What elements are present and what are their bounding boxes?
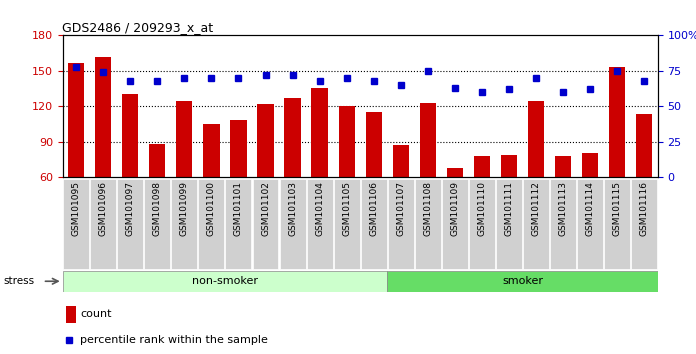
Text: GSM101103: GSM101103: [288, 181, 297, 236]
Bar: [420, 103, 436, 177]
Text: GSM101101: GSM101101: [234, 181, 243, 236]
Bar: [312, 88, 328, 177]
Bar: [365, 112, 382, 177]
Text: GSM101112: GSM101112: [532, 181, 541, 236]
Text: GSM101108: GSM101108: [423, 181, 432, 236]
Bar: [447, 167, 463, 177]
Text: count: count: [81, 309, 112, 319]
Text: GSM101098: GSM101098: [153, 181, 161, 236]
FancyBboxPatch shape: [253, 179, 278, 269]
Bar: [501, 155, 517, 177]
Bar: [528, 102, 544, 177]
Bar: [122, 95, 139, 177]
FancyBboxPatch shape: [198, 179, 224, 269]
FancyBboxPatch shape: [333, 179, 360, 269]
Text: GSM101104: GSM101104: [315, 181, 324, 236]
Bar: [149, 144, 166, 177]
FancyBboxPatch shape: [361, 179, 387, 269]
Bar: [65, 306, 77, 323]
FancyBboxPatch shape: [631, 179, 657, 269]
Bar: [176, 102, 193, 177]
Text: non-smoker: non-smoker: [192, 276, 258, 286]
Text: GDS2486 / 209293_x_at: GDS2486 / 209293_x_at: [62, 21, 213, 34]
Text: GSM101109: GSM101109: [450, 181, 459, 236]
Text: GSM101100: GSM101100: [207, 181, 216, 236]
FancyBboxPatch shape: [550, 179, 576, 269]
Text: percentile rank within the sample: percentile rank within the sample: [81, 335, 269, 345]
Bar: [230, 120, 246, 177]
Bar: [393, 145, 409, 177]
Text: GSM101111: GSM101111: [505, 181, 514, 236]
Bar: [95, 57, 111, 177]
Text: GSM101115: GSM101115: [612, 181, 622, 236]
Text: GSM101107: GSM101107: [396, 181, 405, 236]
Text: GSM101105: GSM101105: [342, 181, 351, 236]
FancyBboxPatch shape: [226, 179, 251, 269]
FancyBboxPatch shape: [144, 179, 171, 269]
Text: GSM101096: GSM101096: [99, 181, 108, 236]
FancyBboxPatch shape: [496, 179, 522, 269]
Bar: [68, 63, 84, 177]
FancyBboxPatch shape: [63, 179, 89, 269]
FancyBboxPatch shape: [171, 179, 198, 269]
Bar: [555, 156, 571, 177]
Text: GSM101113: GSM101113: [559, 181, 567, 236]
Text: smoker: smoker: [502, 276, 543, 286]
FancyBboxPatch shape: [415, 179, 441, 269]
Bar: [258, 104, 274, 177]
FancyBboxPatch shape: [388, 179, 413, 269]
FancyBboxPatch shape: [604, 179, 630, 269]
FancyBboxPatch shape: [577, 179, 603, 269]
FancyBboxPatch shape: [523, 179, 549, 269]
Bar: [203, 124, 219, 177]
FancyBboxPatch shape: [469, 179, 495, 269]
Text: GSM101110: GSM101110: [477, 181, 487, 236]
Bar: [609, 67, 625, 177]
Bar: [285, 98, 301, 177]
FancyBboxPatch shape: [307, 179, 333, 269]
Text: stress: stress: [3, 276, 35, 286]
FancyBboxPatch shape: [90, 179, 116, 269]
Bar: [338, 106, 355, 177]
Text: GSM101095: GSM101095: [72, 181, 81, 236]
Text: GSM101114: GSM101114: [585, 181, 594, 236]
Bar: [387, 271, 658, 292]
Bar: [636, 114, 652, 177]
Bar: [63, 271, 387, 292]
FancyBboxPatch shape: [118, 179, 143, 269]
FancyBboxPatch shape: [280, 179, 306, 269]
Text: GSM101097: GSM101097: [126, 181, 135, 236]
Bar: [474, 156, 490, 177]
FancyBboxPatch shape: [442, 179, 468, 269]
Text: GSM101116: GSM101116: [640, 181, 649, 236]
Text: GSM101102: GSM101102: [261, 181, 270, 236]
Text: GSM101099: GSM101099: [180, 181, 189, 236]
Bar: [582, 153, 598, 177]
Text: GSM101106: GSM101106: [369, 181, 378, 236]
